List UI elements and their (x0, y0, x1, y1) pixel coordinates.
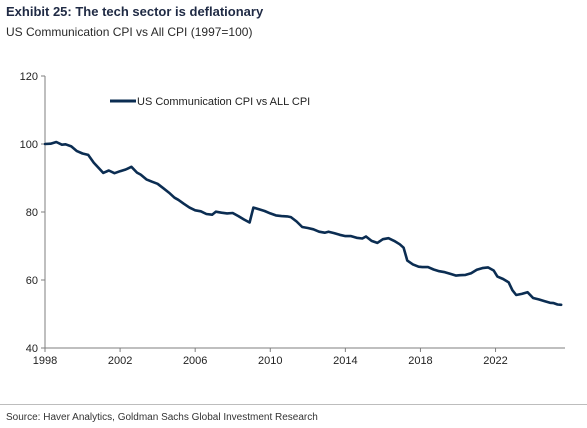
y-tick-label: 120 (20, 71, 38, 83)
y-tick-label: 100 (20, 139, 38, 151)
line-chart: 40 60 80 100 120 1998 2002 2006 2010 2014 2018 2022… (20, 71, 565, 367)
source-divider (0, 404, 587, 405)
y-tick-label: 60 (26, 275, 38, 287)
chart-subtitle: US Communication CPI vs All CPI (1997=10… (6, 25, 253, 39)
x-tick-label: 1998 (33, 355, 57, 367)
plot-area (43, 140, 563, 307)
legend-label: US Communication CPI vs ALL CPI (137, 96, 310, 108)
x-tick-label: 2010 (258, 355, 282, 367)
legend: US Communication CPI vs ALL CPI (110, 96, 310, 108)
y-tick-label: 40 (26, 343, 38, 355)
x-tick-label: 2018 (408, 355, 432, 367)
axes (41, 75, 565, 352)
y-tick-label: 80 (26, 207, 38, 219)
chart-title: Exhibit 25: The tech sector is deflation… (6, 4, 264, 19)
x-tick-label: 2022 (483, 355, 507, 367)
x-tick-label: 2006 (183, 355, 207, 367)
series-line (43, 140, 563, 307)
tick-labels: 40 60 80 100 120 1998 2002 2006 2010 2014 2018 2022 (20, 71, 508, 367)
source-note: Source: Haver Analytics, Goldman Sachs G… (6, 412, 318, 423)
x-tick-label: 2014 (333, 355, 357, 367)
x-tick-label: 2002 (108, 355, 132, 367)
